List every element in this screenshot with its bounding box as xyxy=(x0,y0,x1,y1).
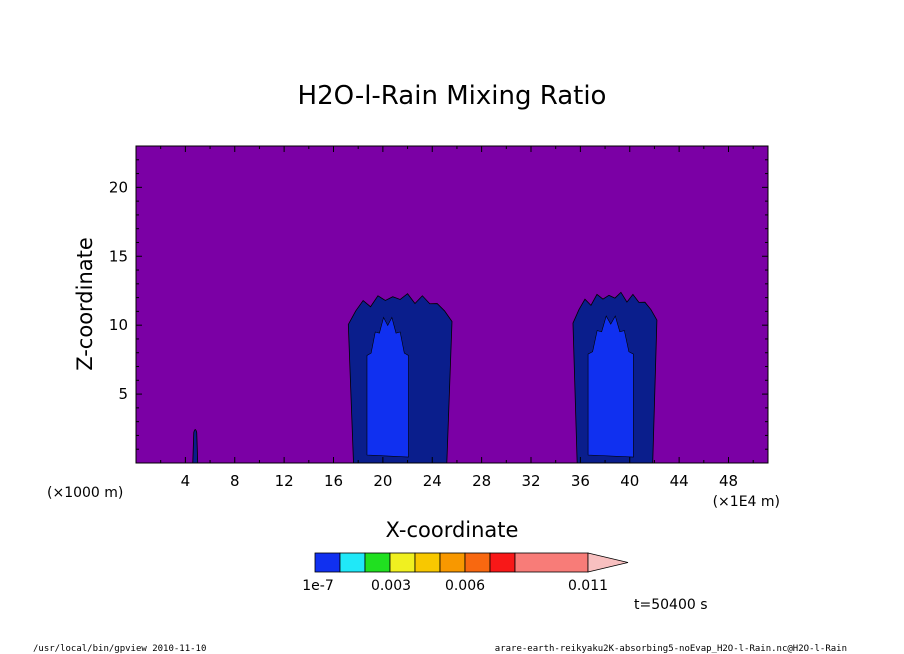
rain-region-spike xyxy=(192,429,199,464)
colorbar-swatch xyxy=(389,552,416,573)
rain-core-cell-2 xyxy=(587,315,634,458)
y-tick-label: 20 xyxy=(109,178,128,196)
colorbar-label: 1e-7 xyxy=(302,578,333,594)
x-tick-label: 12 xyxy=(275,472,294,490)
y-axis-label: Z-coordinate xyxy=(73,237,97,371)
x-axis-label: X-coordinate xyxy=(386,518,519,542)
y-tick-label: 10 xyxy=(109,316,128,334)
footer-right: arare-earth-reikyaku2K-absorbing5-noEvap… xyxy=(495,644,847,654)
x-unit-left: (×1000 m) xyxy=(47,485,123,501)
x-tick-label: 16 xyxy=(324,472,343,490)
colorbar-triangle xyxy=(587,552,629,573)
x-tick-label: 40 xyxy=(620,472,639,490)
colorbar-swatch xyxy=(439,552,466,573)
colorbar-swatch xyxy=(489,552,516,573)
colorbar-swatch xyxy=(414,552,441,573)
y-tick-label: 5 xyxy=(118,385,128,403)
x-tick-label: 24 xyxy=(423,472,442,490)
x-tick-label: 32 xyxy=(521,472,540,490)
x-tick-label: 8 xyxy=(230,472,240,490)
colorbar xyxy=(314,552,629,573)
plot-background xyxy=(136,146,768,463)
y-tick-label: 15 xyxy=(109,247,128,265)
colorbar-swatch xyxy=(339,552,366,573)
rain-core-cell-1 xyxy=(366,316,409,458)
footer-left: /usr/local/bin/gpview 2010-11-10 xyxy=(33,644,206,654)
colorbar-swatch xyxy=(314,552,341,573)
x-tick-label: 20 xyxy=(373,472,392,490)
x-tick-label: 44 xyxy=(670,472,689,490)
x-tick-label: 4 xyxy=(181,472,191,490)
colorbar-swatch xyxy=(514,552,589,573)
x-tick-label: 28 xyxy=(472,472,491,490)
x-tick-label: 36 xyxy=(571,472,590,490)
plot-frame xyxy=(135,145,769,464)
x-unit-right: (×1E4 m) xyxy=(713,494,780,510)
colorbar-swatch xyxy=(364,552,391,573)
colorbar-swatch xyxy=(464,552,491,573)
x-tick-label: 48 xyxy=(719,472,738,490)
colorbar-label: 0.003 xyxy=(371,578,411,594)
chart-title: H2O-l-Rain Mixing Ratio xyxy=(298,81,607,111)
colorbar-label: 0.011 xyxy=(568,578,608,594)
colorbar-label: 0.006 xyxy=(445,578,485,594)
time-label: t=50400 s xyxy=(634,597,708,613)
